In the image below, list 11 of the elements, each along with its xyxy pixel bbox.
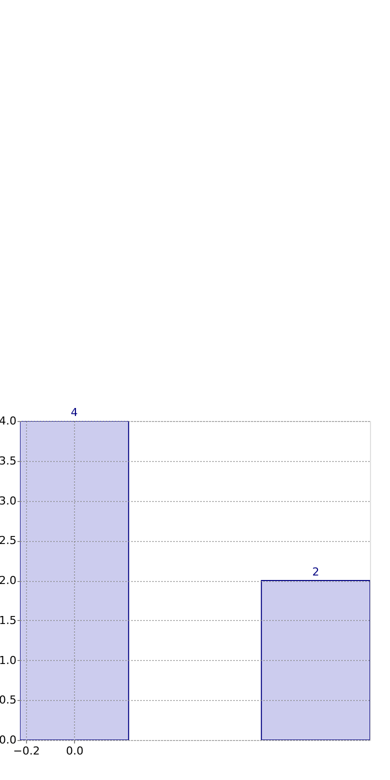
y-tick-label: 2.5 xyxy=(0,534,16,548)
data-label: 2 xyxy=(312,566,320,578)
y-tick-label: 1.5 xyxy=(0,614,16,627)
data-label: 4 xyxy=(70,406,78,419)
y-tick-label: 1.0 xyxy=(0,654,16,667)
y-tick-label: 3.0 xyxy=(0,494,16,508)
y-tick-label: 3.5 xyxy=(0,454,16,468)
y-tick-label: 2.0 xyxy=(0,574,16,587)
x-tick-label: −0.2 xyxy=(13,744,40,758)
y-tick-label: 0.0 xyxy=(0,734,16,746)
y-tick-label: 0.5 xyxy=(0,694,16,707)
